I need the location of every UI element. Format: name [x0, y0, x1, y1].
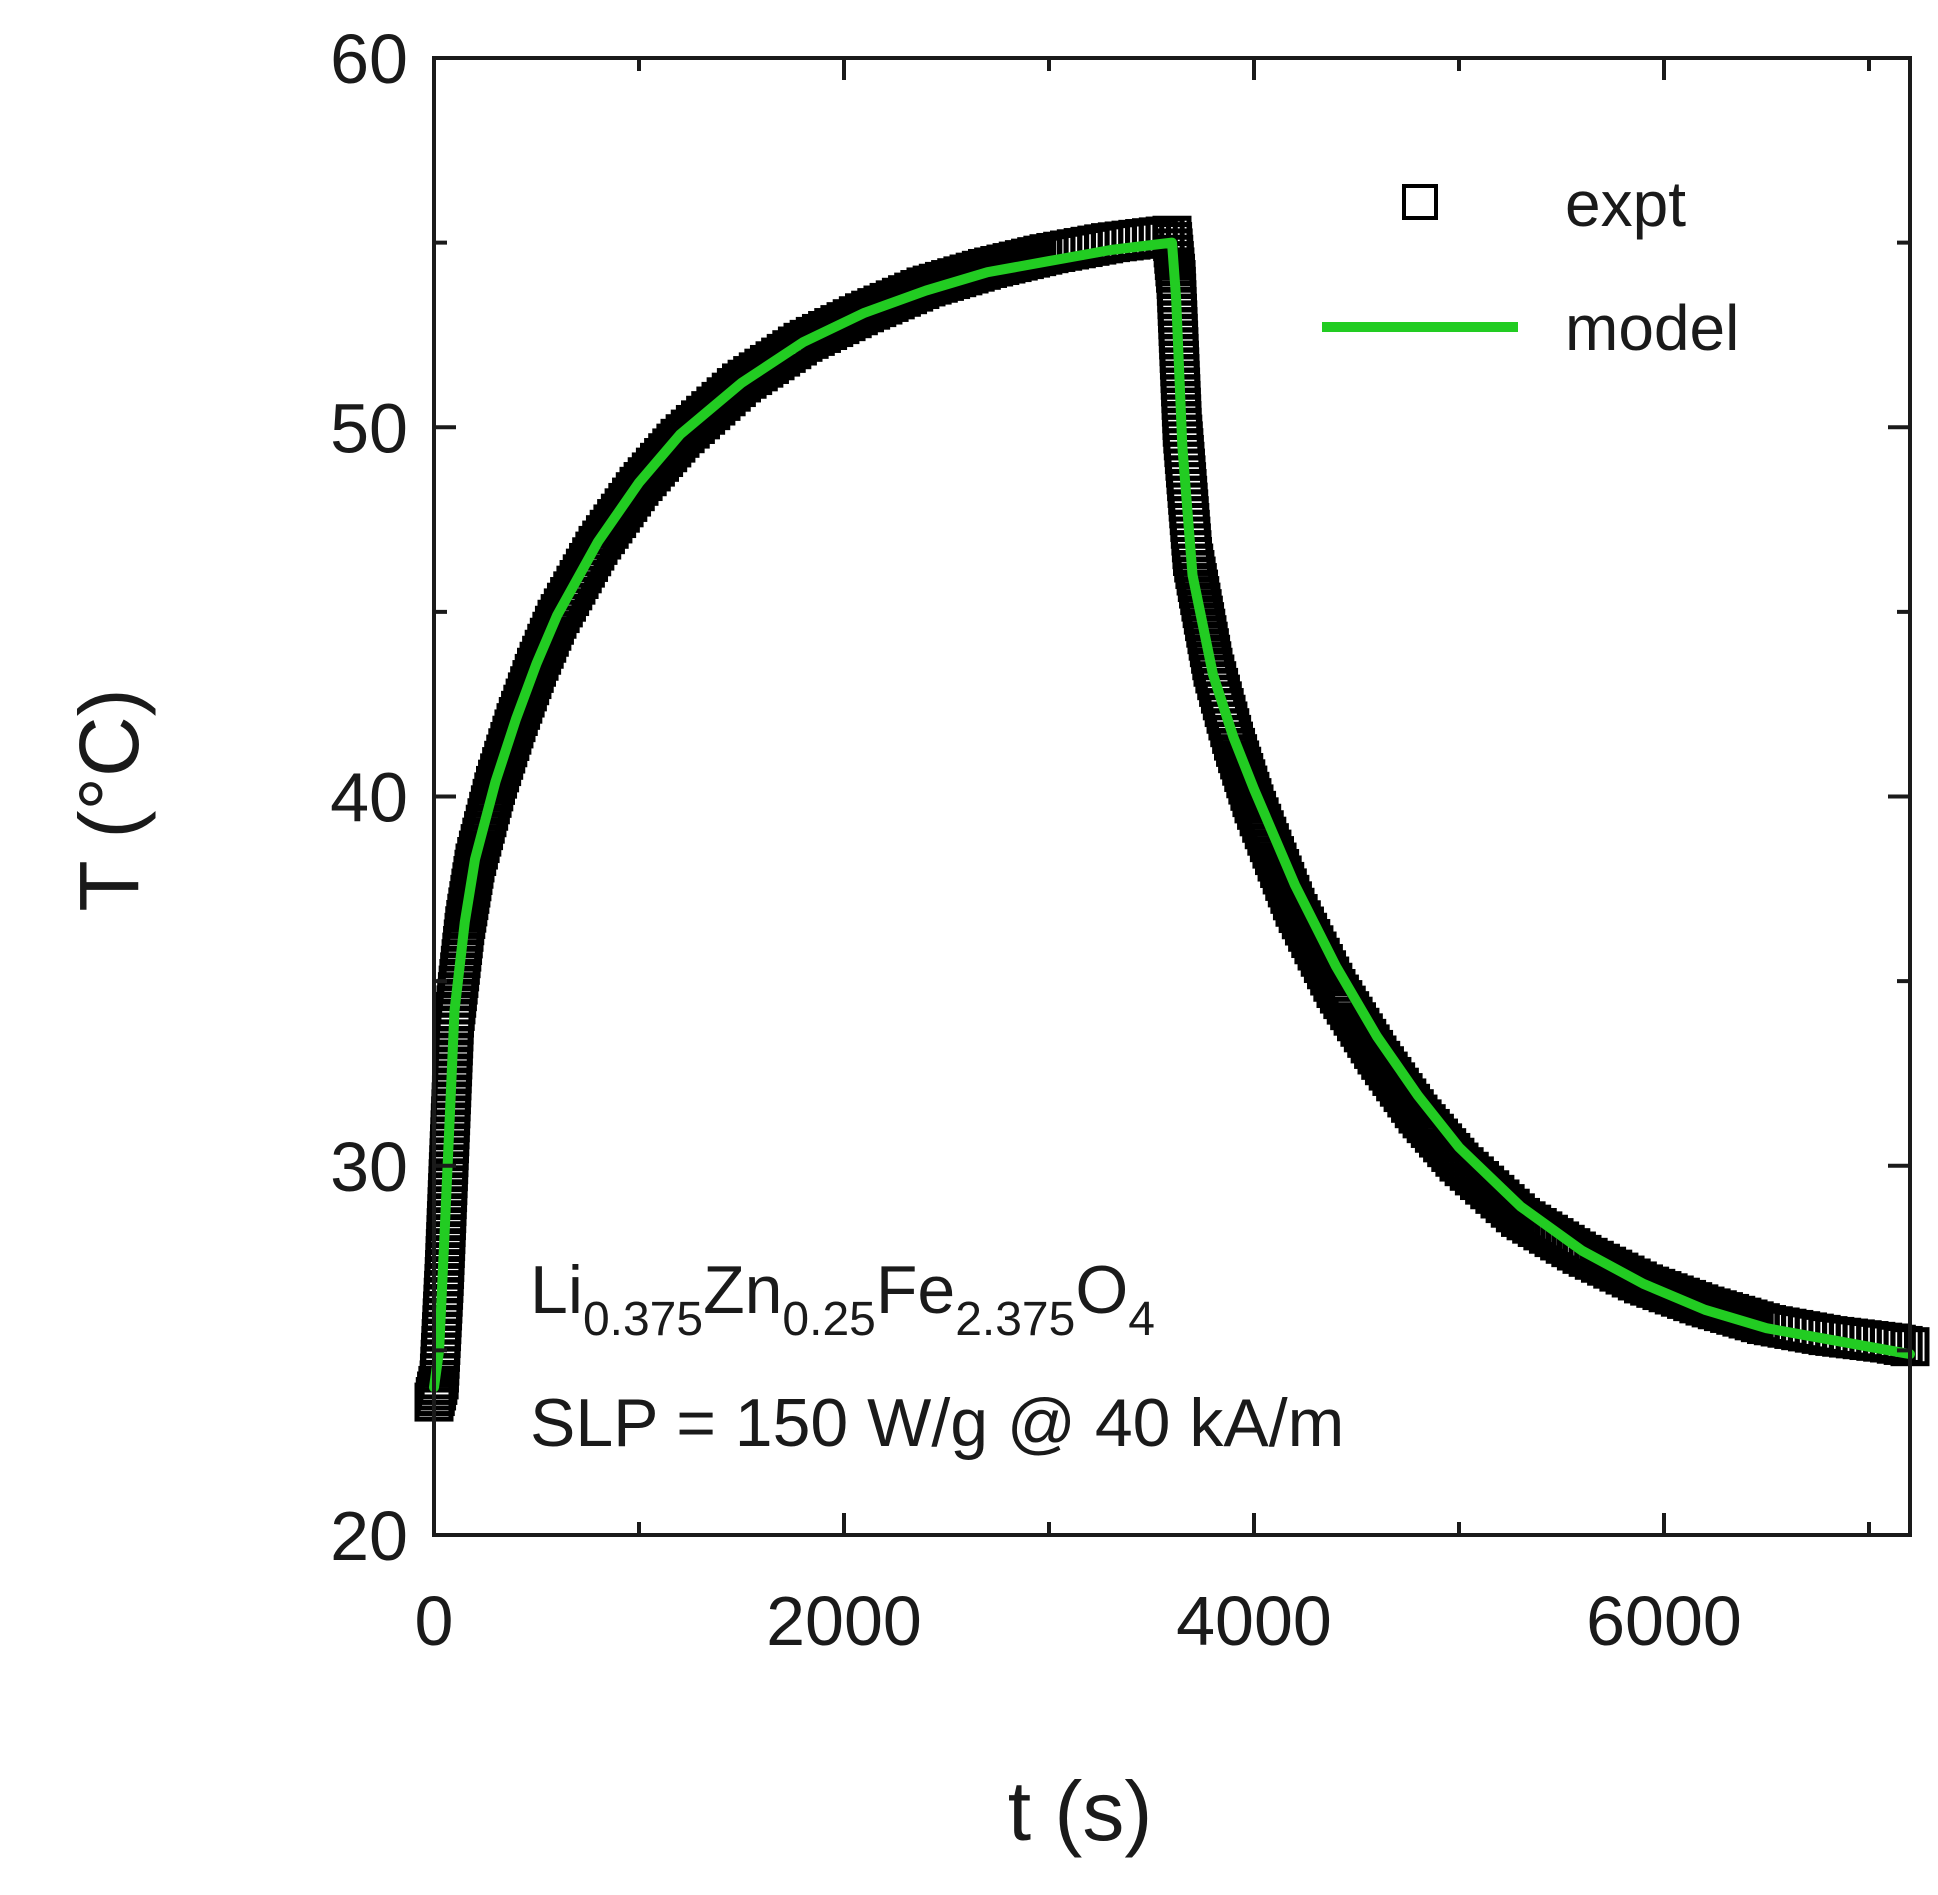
x-tick-label: 2000 — [766, 1582, 922, 1660]
legend-model-label: model — [1565, 292, 1739, 364]
formula-element: O — [1075, 1252, 1128, 1328]
x-axis-title: t (s) — [1008, 1764, 1153, 1858]
formula-subscript: 4 — [1128, 1293, 1155, 1346]
formula-subscript: 2.375 — [955, 1293, 1075, 1346]
composition-annotation: Li0.375Zn0.25Fe2.375O4 — [530, 1252, 1155, 1346]
x-tick-label: 4000 — [1176, 1582, 1332, 1660]
series-expt — [414, 215, 1930, 1422]
labels-layer: 0 2000 4000 6000 20 30 40 50 60 — [330, 20, 1742, 1660]
formula-subscript: 0.375 — [583, 1293, 703, 1346]
series-model-line — [429, 237, 1915, 1393]
x-tick-label: 6000 — [1586, 1582, 1742, 1660]
y-tick-label: 60 — [330, 20, 408, 98]
legend-expt-marker — [1402, 184, 1438, 220]
formula-element: Fe — [876, 1252, 955, 1328]
ticks-layer — [432, 56, 1910, 1537]
y-tick-label: 40 — [330, 759, 408, 837]
y-axis-title: T (°C) — [62, 688, 156, 911]
legend-expt-label: expt — [1565, 168, 1686, 240]
legend: expt model — [1322, 168, 1739, 364]
formula-element: Li — [530, 1252, 583, 1328]
slp-annotation: SLP = 150 W/g @ 40 kA/m — [530, 1385, 1344, 1461]
x-tick-label: 0 — [415, 1582, 454, 1660]
series-layer — [414, 215, 1930, 1422]
y-tick-label: 30 — [330, 1128, 408, 1206]
formula-element: Zn — [703, 1252, 782, 1328]
y-tick-label: 20 — [330, 1497, 408, 1575]
y-tick-label: 50 — [330, 389, 408, 467]
formula-subscript: 0.25 — [782, 1293, 875, 1346]
